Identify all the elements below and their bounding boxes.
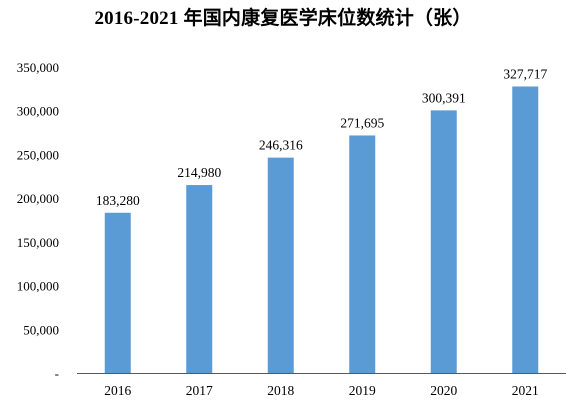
y-tick-label: 300,000: [17, 104, 59, 119]
x-tick-label-2017: 2017: [186, 383, 213, 398]
y-tick-label: -: [55, 366, 59, 381]
data-label-2021: 327,717: [503, 66, 547, 81]
chart-title: 2016-2021 年国内康复医学床位数统计（张）: [94, 8, 472, 29]
y-tick-label: 100,000: [17, 279, 59, 294]
bar-2016: [104, 212, 131, 373]
bar-2021: [512, 86, 539, 373]
x-tick-label-2020: 2020: [430, 383, 457, 398]
y-axis: - 50,000 100,000 150,000 200,000 250,000 300,0…: [17, 60, 59, 381]
x-tick-label-2021: 2021: [512, 383, 539, 398]
bar-2017: [186, 185, 213, 373]
bar-2020: [430, 110, 457, 374]
bar-2019: [349, 135, 376, 373]
x-tick-label-2019: 2019: [349, 383, 376, 398]
x-tick-label-2018: 2018: [267, 383, 294, 398]
data-label-2016: 183,280: [96, 193, 140, 208]
y-tick-label: 250,000: [17, 147, 59, 162]
data-label-2019: 271,695: [340, 115, 384, 130]
y-tick-label: 200,000: [17, 191, 59, 206]
data-label-2017: 214,980: [177, 165, 221, 180]
y-tick-label: 150,000: [17, 235, 59, 250]
y-tick-label: 50,000: [23, 322, 59, 337]
bar-2018: [267, 157, 294, 373]
y-tick-label: 350,000: [17, 60, 59, 75]
data-label-2018: 246,316: [259, 138, 303, 153]
data-labels: 183,280 214,980 246,316 271,695 300,391 327,7…: [96, 66, 548, 207]
x-axis: 2016 2017 2018 2019 2020 2021: [77, 373, 566, 398]
x-tick-label-2016: 2016: [104, 383, 131, 398]
bars: [104, 86, 539, 374]
data-label-2020: 300,391: [422, 90, 466, 105]
